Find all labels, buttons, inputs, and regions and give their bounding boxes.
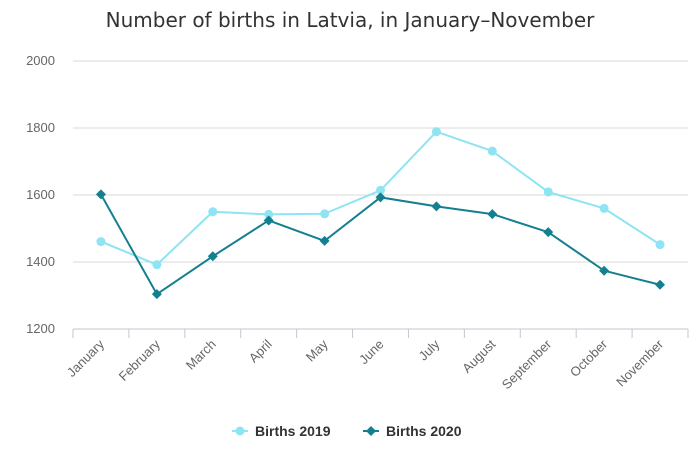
legend-diamond-marker bbox=[366, 426, 376, 436]
data-point[interactable] bbox=[152, 260, 162, 270]
legend-circle-marker bbox=[235, 426, 245, 436]
data-point[interactable] bbox=[96, 237, 106, 247]
data-point[interactable] bbox=[655, 279, 666, 290]
x-tick-label: August bbox=[459, 336, 498, 375]
data-point[interactable] bbox=[319, 235, 330, 246]
data-point[interactable] bbox=[431, 201, 442, 212]
y-tick-label: 1800 bbox=[26, 120, 55, 135]
data-point[interactable] bbox=[599, 265, 610, 276]
x-tick-label: April bbox=[246, 336, 275, 365]
data-point[interactable] bbox=[655, 240, 665, 250]
y-tick-label: 1200 bbox=[26, 321, 55, 336]
legend-item[interactable]: Births 2019 bbox=[232, 423, 331, 439]
x-tick-label: November bbox=[613, 336, 666, 389]
legend: Births 2019 Births 2020 bbox=[232, 423, 462, 439]
x-tick-label: June bbox=[356, 337, 387, 368]
data-point[interactable] bbox=[320, 209, 330, 219]
x-tick-label: February bbox=[116, 336, 164, 384]
data-point[interactable] bbox=[543, 187, 553, 197]
data-point[interactable] bbox=[151, 289, 162, 300]
x-tick-label: January bbox=[64, 336, 108, 380]
y-tick-label: 1400 bbox=[26, 254, 55, 269]
legend-label: Births 2020 bbox=[386, 423, 462, 439]
data-point[interactable] bbox=[207, 251, 218, 262]
y-axis-ticks: 1200 1400 1600 1800 2000 bbox=[26, 53, 55, 336]
data-point[interactable] bbox=[208, 207, 218, 217]
x-tick-label: October bbox=[567, 336, 611, 380]
x-axis-ticks: January February March April May June July Augu… bbox=[64, 336, 667, 392]
data-point[interactable] bbox=[431, 127, 441, 137]
data-point[interactable] bbox=[376, 185, 385, 195]
data-point[interactable] bbox=[264, 209, 274, 219]
y-tick-label: 2000 bbox=[26, 53, 55, 68]
legend-label: Births 2019 bbox=[255, 423, 331, 439]
series-layer bbox=[95, 127, 666, 300]
data-point[interactable] bbox=[487, 146, 497, 156]
data-point[interactable] bbox=[487, 209, 498, 220]
series-2 bbox=[95, 189, 666, 300]
x-tick-label: May bbox=[303, 336, 331, 364]
series-line bbox=[100, 193, 661, 296]
chart-title: Number of births in Latvia, in January–N… bbox=[106, 8, 596, 32]
data-point[interactable] bbox=[375, 192, 386, 203]
y-tick-label: 1600 bbox=[26, 187, 55, 202]
data-point[interactable] bbox=[543, 227, 554, 238]
series-1 bbox=[96, 127, 665, 270]
legend-item[interactable]: Births 2020 bbox=[363, 423, 462, 439]
x-tick-label: July bbox=[416, 336, 443, 363]
data-point[interactable] bbox=[95, 189, 106, 200]
x-tick-label: September bbox=[499, 336, 555, 392]
data-point[interactable] bbox=[263, 215, 274, 226]
data-point[interactable] bbox=[599, 203, 609, 213]
x-tick-label: March bbox=[183, 337, 219, 373]
